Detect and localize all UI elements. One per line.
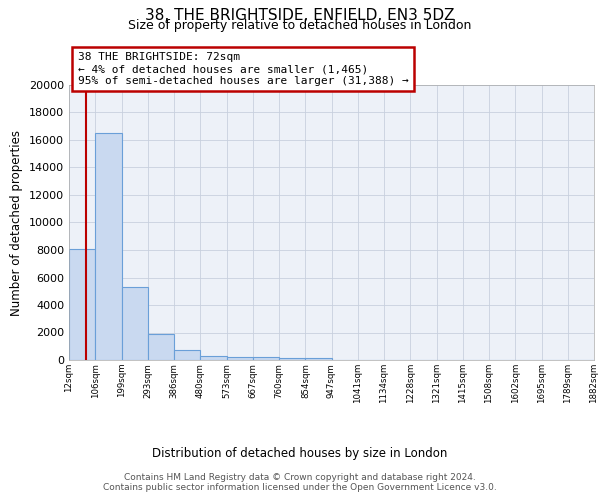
Bar — [174, 350, 200, 360]
Bar — [121, 287, 148, 360]
Bar — [69, 248, 95, 360]
Text: 38 THE BRIGHTSIDE: 72sqm
← 4% of detached houses are smaller (1,465)
95% of semi: 38 THE BRIGHTSIDE: 72sqm ← 4% of detache… — [78, 52, 409, 86]
Text: Size of property relative to detached houses in London: Size of property relative to detached ho… — [128, 18, 472, 32]
Bar — [95, 133, 121, 360]
Text: Distribution of detached houses by size in London: Distribution of detached houses by size … — [152, 448, 448, 460]
Bar — [227, 357, 253, 360]
Text: Contains HM Land Registry data © Crown copyright and database right 2024.
Contai: Contains HM Land Registry data © Crown c… — [103, 472, 497, 492]
Bar — [148, 334, 174, 360]
Text: 38, THE BRIGHTSIDE, ENFIELD, EN3 5DZ: 38, THE BRIGHTSIDE, ENFIELD, EN3 5DZ — [145, 8, 455, 22]
Bar — [305, 358, 331, 360]
Bar — [253, 357, 279, 360]
Bar — [200, 356, 227, 360]
Y-axis label: Number of detached properties: Number of detached properties — [10, 130, 23, 316]
Bar — [279, 358, 305, 360]
